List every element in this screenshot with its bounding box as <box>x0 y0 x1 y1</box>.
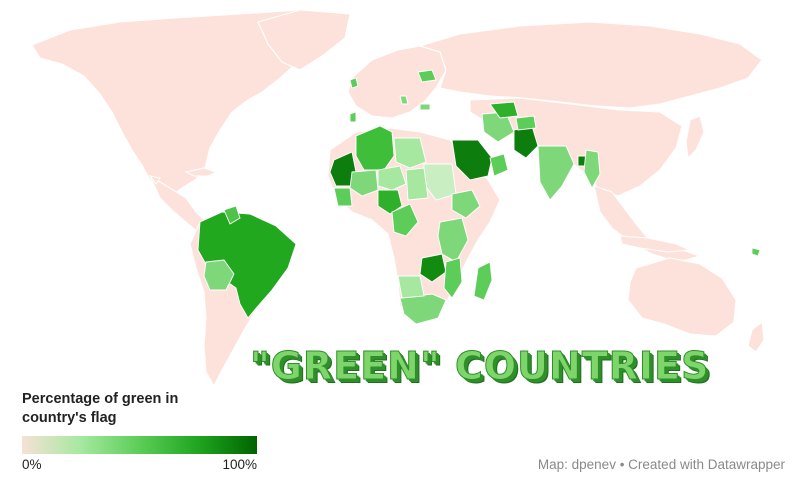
country-guyana <box>223 205 241 225</box>
legend-color-scale <box>22 436 257 454</box>
land-greenland <box>257 9 351 71</box>
country-portugal <box>349 111 357 123</box>
legend: Percentage of green in country's flag 0%… <box>22 390 262 475</box>
country-algeria <box>355 125 395 171</box>
country-bolivia <box>203 259 235 291</box>
legend-max-label: 100% <box>222 457 257 472</box>
country-namibia-region <box>397 275 425 299</box>
country-libya <box>393 137 427 169</box>
land-southeast-asia <box>593 185 702 263</box>
country-senegal-region <box>333 187 353 207</box>
legend-labels: 0% 100% <box>22 457 257 475</box>
country-mexico-hint <box>148 175 161 185</box>
land-new-zealand <box>747 320 765 353</box>
legend-min-label: 0% <box>22 457 42 472</box>
map-headline: "GREEN" COUNTRIES <box>250 344 710 389</box>
country-solomon-islands <box>751 247 761 257</box>
country-south-africa <box>399 293 447 325</box>
land-north-america <box>31 9 346 197</box>
country-ethiopia <box>451 189 481 219</box>
legend-title: Percentage of green in country's flag <box>22 391 179 426</box>
country-mali <box>349 169 379 197</box>
country-cameroon-region <box>391 203 419 237</box>
green-countries-layer <box>148 69 761 325</box>
country-uae-oman-region <box>489 153 509 177</box>
country-mozambique <box>443 257 463 299</box>
country-madagascar <box>473 261 493 301</box>
country-italy-hint <box>399 95 409 105</box>
country-turkmenistan <box>489 101 519 119</box>
land-indonesia <box>619 235 691 253</box>
land-japan <box>685 115 705 160</box>
country-zambia <box>419 253 447 283</box>
country-saudi-arabia <box>451 139 493 181</box>
country-ireland <box>349 77 359 89</box>
land-australia <box>627 257 737 337</box>
country-belarus-region <box>417 69 437 83</box>
country-myanmar <box>583 149 601 189</box>
country-niger <box>377 165 407 191</box>
country-afghanistan <box>515 115 537 131</box>
land-north-asia <box>418 21 763 109</box>
map-credit: Map: dpenev • Created with Datawrapper <box>537 457 785 472</box>
country-bulgaria-hint <box>419 103 431 111</box>
land-caribbean <box>184 167 218 177</box>
country-india <box>537 145 575 201</box>
country-chad-region <box>405 167 429 201</box>
land-europe <box>347 45 447 119</box>
